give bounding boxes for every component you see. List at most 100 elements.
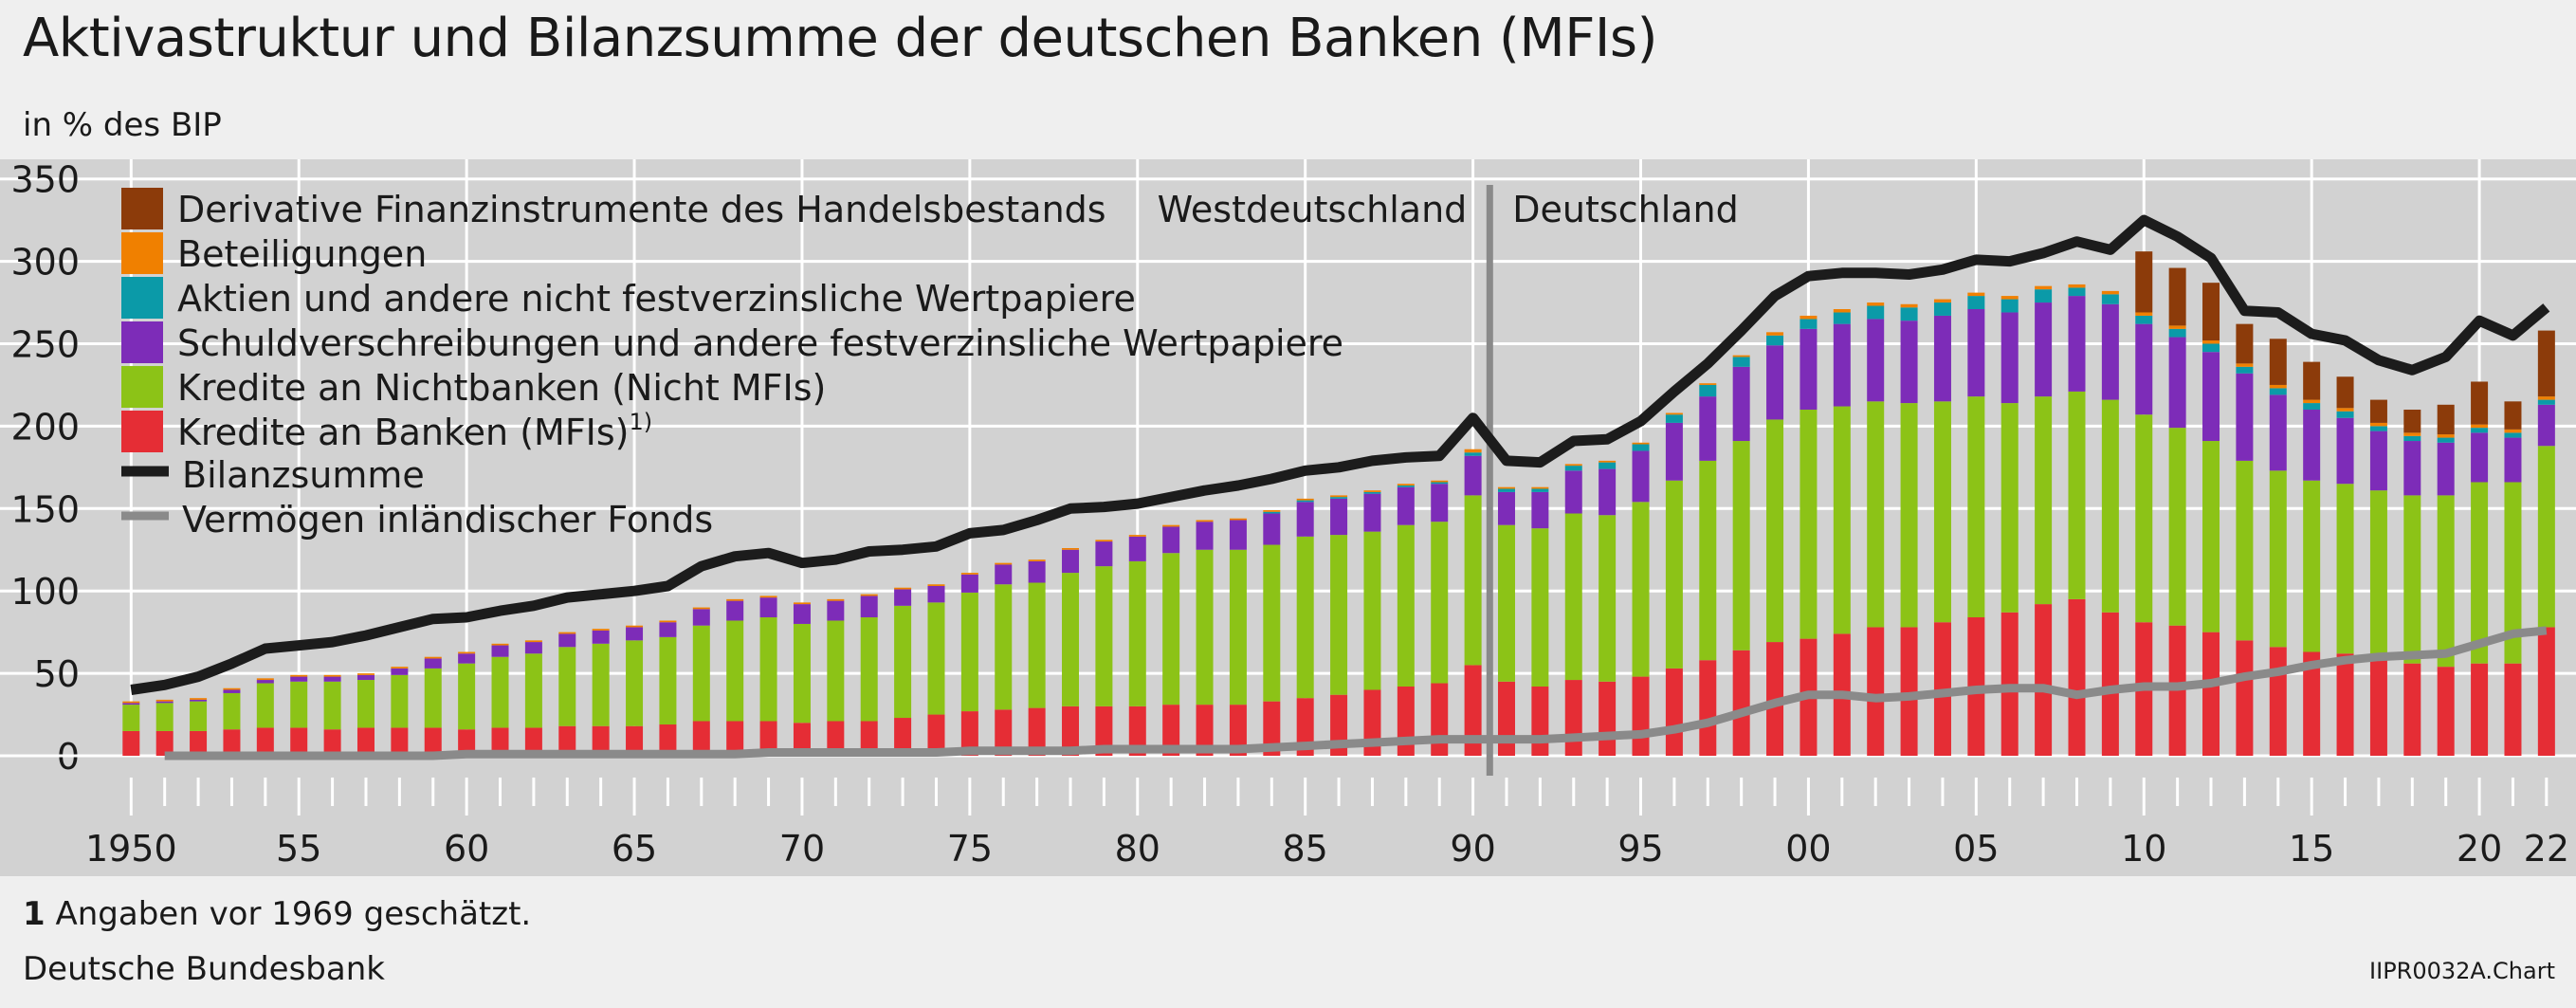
bar-segment <box>860 594 878 596</box>
bar-segment <box>2537 330 2555 397</box>
bar-segment <box>2303 399 2321 404</box>
bar-segment <box>2202 343 2220 353</box>
bar-segment <box>1564 470 1582 514</box>
bar-segment <box>458 651 476 654</box>
bar-segment <box>894 587 912 590</box>
bar-segment <box>659 622 677 637</box>
bar-segment <box>960 592 978 712</box>
bar-segment <box>155 699 174 702</box>
chart-area: 0 50 100 150 200 250 300 350 Westdeutschland Deut… <box>0 159 2576 876</box>
bar-segment <box>894 589 912 606</box>
bar-segment <box>190 701 208 731</box>
line-bilanzsumme <box>130 214 2550 695</box>
bar-segment <box>1095 706 1113 756</box>
bar-segment <box>860 721 878 756</box>
x-tick-label: 10 <box>2121 828 2166 870</box>
bar-segment <box>1162 526 1180 554</box>
bar-segment <box>1431 480 1449 483</box>
bar-segment <box>290 676 308 682</box>
bar-segment <box>1632 450 1650 503</box>
bar-segment <box>1900 303 1918 308</box>
bar-segment <box>1867 302 1885 306</box>
bar-segment <box>1766 332 1784 336</box>
bar-segment <box>927 714 945 756</box>
bar-segment <box>524 642 542 654</box>
bar-segment <box>2537 399 2555 405</box>
bar-segment <box>2168 267 2186 326</box>
bar-segment <box>323 674 341 677</box>
bar-segment <box>2269 647 2287 756</box>
bar-segment <box>256 727 274 756</box>
bar-segment <box>1196 520 1214 522</box>
bar-segment <box>1263 544 1281 702</box>
bar-segment <box>2101 399 2119 613</box>
bar-segment <box>1967 396 1985 618</box>
bar-segment <box>626 625 644 628</box>
bar-segment <box>927 584 945 586</box>
bar-segment <box>1229 520 1247 550</box>
footnote: 1 Angaben vor 1969 geschätzt. <box>23 895 531 933</box>
bar-segment <box>558 647 576 726</box>
bar-segment <box>424 668 442 728</box>
bar-segment <box>2202 340 2220 344</box>
bar-segment <box>1330 535 1348 695</box>
bar-segment <box>290 681 308 728</box>
bar-segment <box>356 727 375 756</box>
bar-segment <box>2437 404 2455 435</box>
bar-segment <box>155 730 174 756</box>
bar-segment <box>1229 705 1247 756</box>
bar-segment <box>1933 315 1951 402</box>
legend-swatch <box>121 366 163 408</box>
bar-segment <box>1095 541 1113 567</box>
y-tick-label: 100 <box>10 571 80 613</box>
bar-segment <box>2403 410 2421 433</box>
bar-segment <box>1665 422 1683 481</box>
bar-segment <box>223 692 241 730</box>
x-tick-label: 22 <box>2524 828 2569 870</box>
bar-segment <box>2202 283 2220 341</box>
bar-segment <box>2236 363 2254 367</box>
region-label-gesamt: Deutschland <box>1512 189 1738 230</box>
legend-label: Schuldverschreibungen und andere festver… <box>177 322 1343 364</box>
bar-segment <box>155 701 174 704</box>
bar-segment <box>827 721 845 756</box>
bar-segment <box>2035 604 2053 756</box>
bar-segment <box>356 674 375 681</box>
bar-segment <box>2303 410 2321 481</box>
bar-segment <box>2303 361 2321 400</box>
bar-segment <box>1800 328 1818 411</box>
bar-segment <box>1632 676 1650 756</box>
bar-segment <box>1229 549 1247 706</box>
bar-segment <box>2001 299 2019 313</box>
bar-segment <box>2471 381 2489 425</box>
bar-segment <box>2202 352 2220 442</box>
bar-segment <box>1665 414 1683 423</box>
bar-segment <box>458 663 476 730</box>
y-tick-label: 250 <box>10 323 80 365</box>
legend-label: Vermögen inländischer Fonds <box>182 499 713 541</box>
bar-segment <box>491 643 509 646</box>
bar-segment <box>1967 308 1985 397</box>
bar-segment <box>323 729 341 756</box>
legend-superscript: 1) <box>630 409 653 435</box>
bar-segment <box>1028 707 1046 756</box>
bar-segment <box>2403 441 2421 496</box>
bar-segment <box>1263 511 1281 514</box>
bar-segment <box>2236 640 2254 756</box>
bar-segment <box>592 629 610 631</box>
bar-segment <box>290 674 308 677</box>
legend-swatch <box>121 411 163 452</box>
bar-segment <box>1028 560 1046 583</box>
bar-segment <box>1833 308 1851 313</box>
bar-segment <box>155 703 174 731</box>
bar-segment <box>1800 410 1818 639</box>
bar-segment <box>692 625 710 722</box>
bar-segment <box>1296 536 1314 699</box>
bar-segment <box>995 564 1013 585</box>
bar-segment <box>1263 513 1281 545</box>
chart-id: IIPR0032A.Chart <box>2369 958 2555 984</box>
bar-segment <box>860 596 878 618</box>
bar-segment <box>726 620 744 722</box>
bar-segment <box>1632 442 1650 445</box>
